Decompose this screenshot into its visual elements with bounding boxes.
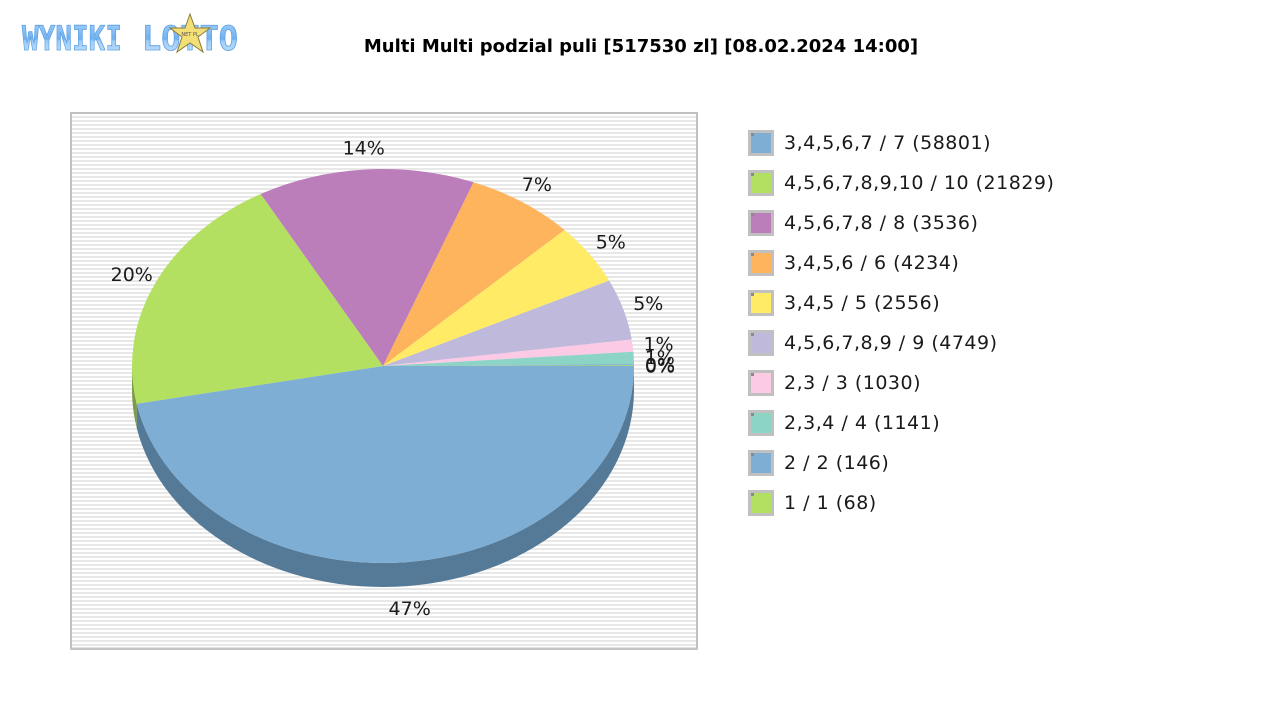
pie-slice	[131, 193, 383, 404]
pie-slice-label: 0%	[645, 356, 675, 378]
pie-slice-label: 5%	[596, 231, 626, 253]
legend-item: 1 / 1 (68)	[748, 483, 1054, 523]
chart-title: Multi Multi podzial puli [517530 zl] [08…	[363, 36, 919, 57]
pie-slice-label: 47%	[389, 598, 431, 620]
legend-item: 4,5,6,7,8,9 / 9 (4749)	[748, 323, 1054, 363]
pie-slice-label: 7%	[522, 174, 552, 196]
legend-item: 4,5,6,7,8 / 8 (3536)	[748, 203, 1054, 243]
legend-label: 2,3,4 / 4 (1141)	[784, 412, 941, 434]
legend: 3,4,5,6,7 / 7 (58801) 4,5,6,7,8,9,10 / 1…	[748, 123, 1054, 523]
pie-slice	[383, 280, 632, 366]
logo-star-icon	[168, 12, 212, 54]
pie-slice	[383, 229, 610, 366]
legend-swatch	[748, 410, 774, 436]
legend-item: 2,3,4 / 4 (1141)	[748, 403, 1054, 443]
pie-slice	[383, 351, 634, 366]
legend-label: 3,4,5,6 / 6 (4234)	[784, 252, 960, 274]
pie-slice-side	[132, 366, 137, 428]
pie-slice	[136, 366, 634, 564]
legend-label: 3,4,5 / 5 (2556)	[784, 292, 941, 314]
wyniki-lotto-logo: WYNIKI LOTTO NET PL	[22, 12, 238, 58]
pie-slice	[383, 365, 634, 366]
pie-slice-label: 1%	[643, 333, 673, 355]
legend-swatch	[748, 370, 774, 396]
legend-swatch	[748, 490, 774, 516]
logo-star-text: NET PL	[181, 32, 199, 38]
legend-swatch	[748, 130, 774, 156]
legend-item: 2,3 / 3 (1030)	[748, 363, 1054, 403]
legend-label: 2,3 / 3 (1030)	[784, 372, 922, 394]
pie-slice	[260, 169, 474, 366]
legend-swatch	[748, 290, 774, 316]
legend-item: 3,4,5 / 5 (2556)	[748, 283, 1054, 323]
legend-swatch	[748, 250, 774, 276]
pie-slice-label: 5%	[633, 293, 663, 315]
pie-slice	[383, 339, 634, 366]
legend-label: 4,5,6,7,8,9,10 / 10 (21829)	[784, 172, 1055, 194]
pie-labels: 47%20%14%7%5%5%1%1%0%0%	[111, 138, 675, 620]
pie-slices	[131, 169, 634, 564]
pie-slice-label: 14%	[343, 138, 385, 160]
pie-chart-plot: 47%20%14%7%5%5%1%1%0%0%	[70, 112, 698, 650]
pie-slice-label: 20%	[111, 264, 153, 286]
logo-text-wyniki: WYNIKI	[22, 19, 122, 58]
legend-label: 3,4,5,6,7 / 7 (58801)	[784, 132, 991, 154]
legend-label: 4,5,6,7,8,9 / 9 (4749)	[784, 332, 998, 354]
legend-label: 2 / 2 (146)	[784, 452, 890, 474]
legend-swatch	[748, 210, 774, 236]
legend-item: 3,4,5,6 / 6 (4234)	[748, 243, 1054, 283]
legend-item: 2 / 2 (146)	[748, 443, 1054, 483]
pie-slice	[383, 182, 565, 366]
legend-swatch	[748, 330, 774, 356]
legend-item: 4,5,6,7,8,9,10 / 10 (21829)	[748, 163, 1054, 203]
legend-swatch	[748, 450, 774, 476]
pie-slice	[383, 364, 634, 366]
legend-swatch	[748, 170, 774, 196]
legend-item: 3,4,5,6,7 / 7 (58801)	[748, 123, 1054, 163]
legend-label: 1 / 1 (68)	[784, 492, 877, 514]
pie-slice-label: 0%	[645, 355, 675, 377]
pie-slice-label: 1%	[645, 347, 675, 369]
legend-label: 4,5,6,7,8 / 8 (3536)	[784, 212, 979, 234]
